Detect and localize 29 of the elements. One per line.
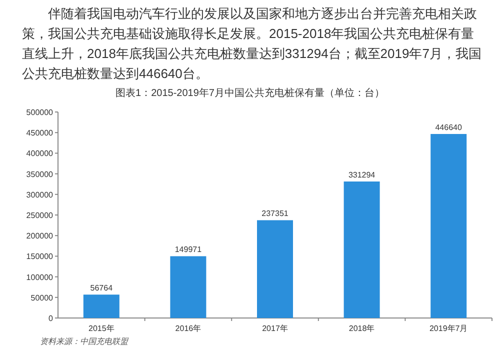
data-label: 149971: [174, 245, 202, 254]
y-tick-label: 250000: [26, 211, 54, 220]
x-tick-label: 2016年: [175, 324, 202, 333]
text: 伴随着我国电动汽车行业的发展以及国家和地方逐步出台并完善充电相关政策，我国公共充电基础设施取得长足发展。2015-2018年我国公共充电桩保有量直线上升，2018年底我国公共充电桩数量达到331294台；截至2019年7月，我国公共充电桩数量达到446640台。: [22, 5, 482, 83]
data-label: 237351: [262, 209, 289, 218]
x-tick-label: 2018年: [348, 324, 375, 333]
y-tick-label: 150000: [26, 252, 54, 262]
y-tick-label: 350000: [26, 170, 54, 179]
y-tick-label: 0: [48, 314, 54, 323]
bar: [83, 294, 120, 318]
x-tick-label: 2015年: [88, 324, 114, 333]
data-label: 56764: [90, 284, 114, 293]
bar: [170, 256, 206, 318]
y-tick-label: 450000: [26, 128, 54, 138]
y-tick-label: 300000: [26, 190, 54, 200]
data-label: 331294: [348, 170, 376, 180]
y-tick-label: 400000: [26, 149, 54, 158]
bar: [430, 134, 467, 318]
y-tick-label: 100000: [26, 272, 54, 282]
y-tick-label: 200000: [26, 232, 54, 241]
bar: [257, 220, 293, 318]
y-tick-label: 500000: [26, 108, 54, 117]
chart-title: 图表1：2015-2019年7月中国公共充电桩保有量（单位：台）: [116, 87, 384, 99]
data-label: 446640: [435, 122, 462, 132]
x-tick-label: 2019年7月: [429, 324, 468, 333]
y-tick-label: 50000: [30, 293, 54, 302]
bar: [344, 182, 380, 318]
x-tick-label: 2017年: [262, 324, 288, 333]
text: 资料来源：中国充电联盟: [40, 337, 129, 346]
